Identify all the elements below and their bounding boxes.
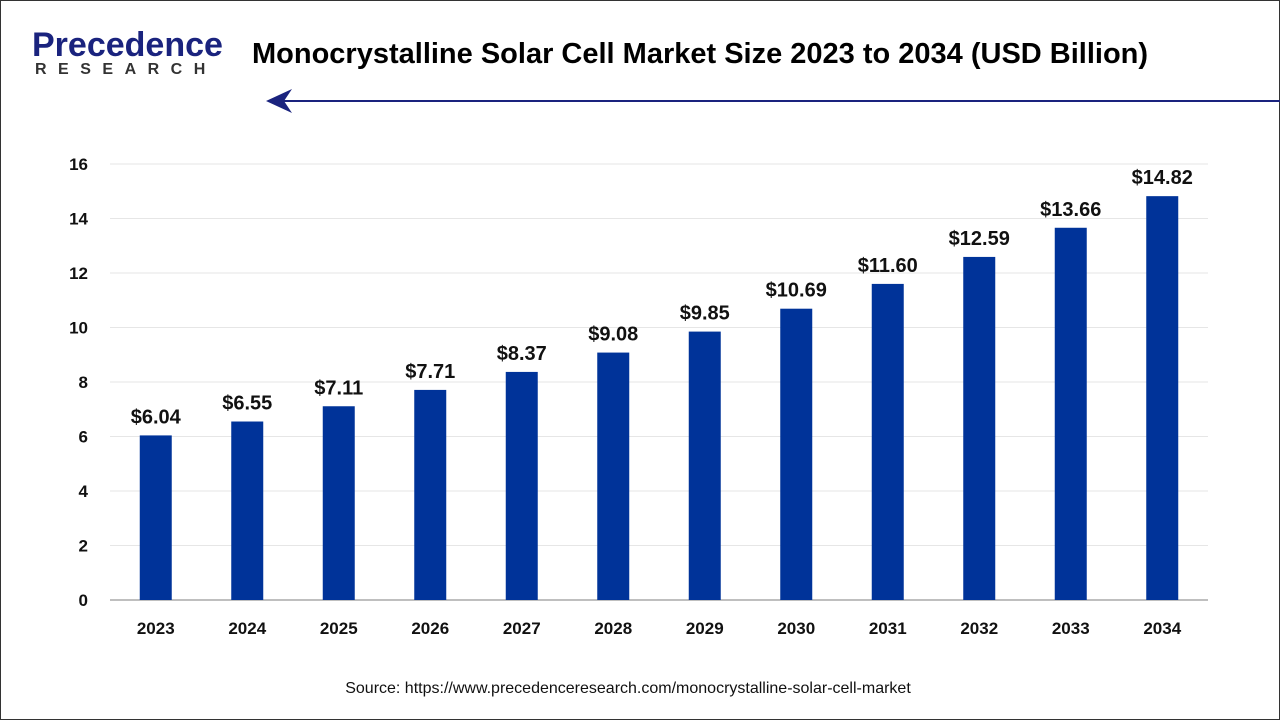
data-label: $7.71 (405, 361, 455, 383)
x-tick-label: 2023 (137, 619, 175, 638)
x-tick-label: 2024 (228, 619, 266, 638)
bar-2032 (963, 256, 996, 600)
x-tick-label: 2027 (503, 619, 541, 638)
logo-text: Precedence (32, 26, 223, 64)
y-tick-label: 6 (79, 428, 88, 447)
y-tick-label: 8 (79, 373, 88, 392)
x-tick-label: 2028 (594, 619, 632, 638)
x-tick-label: 2029 (686, 619, 724, 638)
y-tick-label: 4 (79, 482, 89, 501)
bar-2027 (505, 371, 538, 600)
x-tick-label: 2030 (777, 619, 815, 638)
x-tick-label: 2034 (1143, 619, 1181, 638)
logo: Precedence RESEARCH (32, 28, 223, 78)
chart-title: Monocrystalline Solar Cell Market Size 2… (252, 38, 1149, 70)
data-label: $9.08 (588, 324, 638, 346)
data-label: $8.37 (497, 343, 547, 365)
bar-2031 (871, 283, 904, 600)
data-label: $11.60 (858, 255, 918, 277)
data-label: $6.04 (131, 406, 182, 428)
bar-2023 (139, 435, 172, 600)
y-tick-label: 0 (79, 591, 88, 610)
bar-2026 (414, 389, 447, 600)
source-note: Source: https://www.precedenceresearch.c… (345, 680, 911, 697)
data-label: $7.11 (314, 377, 363, 399)
y-tick-label: 12 (69, 264, 88, 283)
data-label: $10.69 (766, 280, 827, 302)
data-label: $9.85 (680, 303, 730, 325)
y-tick-label: 2 (79, 537, 88, 556)
logo-subtext: RESEARCH (35, 61, 217, 78)
bar-2034 (1146, 196, 1179, 600)
data-label: $12.59 (949, 228, 1010, 250)
bar-2030 (780, 308, 813, 600)
data-label: $13.66 (1040, 199, 1101, 221)
y-tick-label: 16 (69, 155, 88, 174)
y-tick-label: 10 (69, 319, 88, 338)
bar-2024 (231, 421, 264, 600)
data-label: $14.82 (1132, 167, 1193, 189)
x-tick-label: 2025 (320, 619, 358, 638)
x-tick-label: 2026 (411, 619, 449, 638)
bar-2025 (322, 406, 355, 600)
bar-2033 (1054, 227, 1087, 600)
bar-2029 (688, 331, 721, 600)
data-label: $6.55 (222, 393, 272, 415)
x-tick-label: 2031 (869, 619, 907, 638)
arrow-icon (266, 89, 292, 113)
x-tick-label: 2033 (1052, 619, 1090, 638)
y-tick-label: 14 (69, 210, 88, 229)
x-tick-label: 2032 (960, 619, 998, 638)
bar-2028 (597, 352, 630, 600)
